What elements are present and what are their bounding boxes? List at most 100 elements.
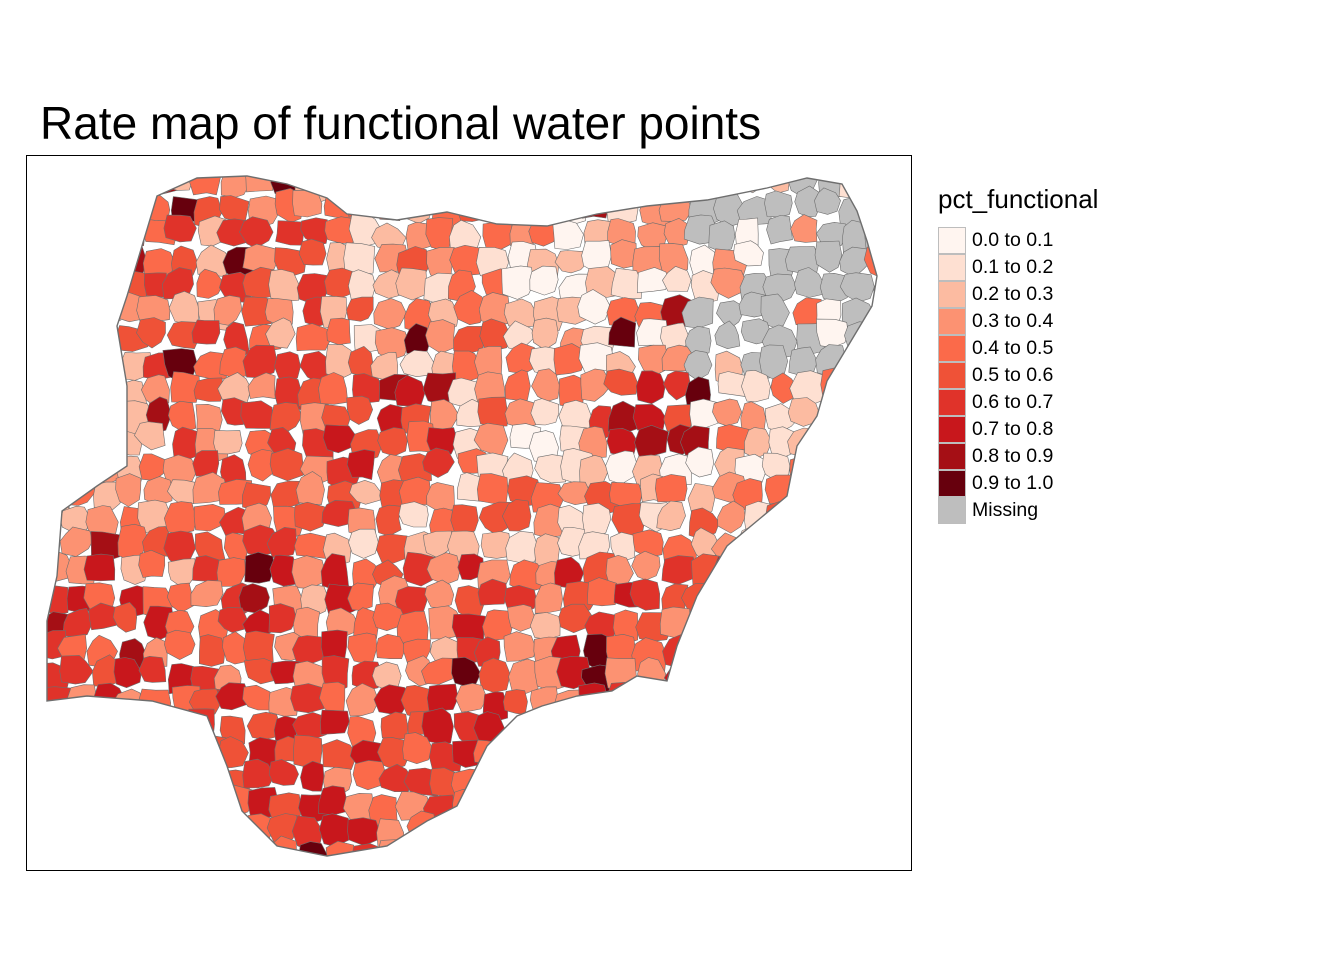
- legend-item: 0.4 to 0.5: [938, 335, 1098, 362]
- district-polygon: [220, 176, 252, 198]
- district-polygon: [634, 424, 669, 458]
- district-polygon: [136, 295, 171, 323]
- district-polygon: [242, 344, 278, 379]
- district-polygon: [422, 447, 455, 478]
- district-polygon: [654, 474, 688, 503]
- district-polygon: [764, 190, 793, 218]
- district-polygon: [266, 813, 299, 843]
- legend-title: pct_functional: [938, 184, 1099, 214]
- legend: pct_functional 0.0 to 0.1 0.1 to 0.2 0.2 t…: [938, 184, 1098, 524]
- legend-label: 0.1 to 0.2: [972, 256, 1054, 278]
- district-polygon: [325, 344, 359, 380]
- legend-item: 0.5 to 0.6: [938, 362, 1098, 389]
- district-polygon: [269, 448, 304, 482]
- district-polygon: [268, 603, 297, 634]
- district-polygon: [113, 657, 142, 689]
- district-polygon: [450, 504, 479, 536]
- district-polygon: [658, 243, 689, 276]
- district-polygon: [714, 320, 741, 350]
- legend-item: Missing: [938, 497, 1098, 524]
- legend-swatch: [938, 497, 966, 524]
- district-polygon: [294, 532, 328, 559]
- district-polygon: [247, 372, 276, 399]
- legend-item: 0.1 to 0.2: [938, 254, 1098, 281]
- district-polygon: [608, 316, 637, 348]
- district-polygon: [346, 449, 376, 480]
- district-polygon: [198, 634, 226, 667]
- district-polygon: [295, 471, 325, 505]
- district-polygon: [403, 323, 431, 354]
- district-polygon: [741, 369, 771, 403]
- district-polygon: [59, 526, 93, 557]
- district-polygon: [266, 526, 297, 558]
- district-polygon: [603, 368, 639, 396]
- district-polygon: [816, 221, 849, 248]
- district-polygon: [479, 318, 512, 353]
- district-polygon: [192, 450, 220, 477]
- district-polygon: [244, 551, 275, 584]
- district-polygon: [839, 246, 872, 278]
- district-polygon: [138, 549, 166, 578]
- district-polygon: [839, 272, 875, 303]
- district-polygon: [578, 426, 608, 459]
- legend-label: 0.6 to 0.7: [972, 391, 1054, 413]
- district-polygon: [213, 295, 243, 326]
- district-polygon: [319, 681, 346, 718]
- district-polygon: [377, 737, 411, 770]
- district-polygon: [503, 631, 536, 662]
- legend-swatch: [938, 254, 966, 281]
- district-polygon: [681, 296, 714, 329]
- district-polygon: [166, 321, 201, 350]
- legend-label: 0.0 to 0.1: [972, 229, 1054, 251]
- district-polygon: [47, 585, 70, 616]
- district-polygon: [373, 298, 407, 330]
- district-polygon: [242, 482, 272, 511]
- district-polygon: [453, 290, 487, 326]
- legend-item: 0.8 to 0.9: [938, 443, 1098, 470]
- district-polygon: [632, 529, 664, 559]
- district-polygon: [426, 683, 459, 713]
- district-polygon: [138, 453, 171, 481]
- district-polygon: [317, 785, 348, 816]
- district-polygon: [62, 607, 94, 637]
- district-polygon: [163, 214, 197, 243]
- district-polygon: [219, 346, 247, 378]
- district-polygon: [348, 528, 379, 559]
- district-polygon: [629, 578, 661, 611]
- legend-label: 0.8 to 0.9: [972, 445, 1054, 467]
- legend-item: 0.6 to 0.7: [938, 389, 1098, 416]
- legend-swatch: [938, 389, 966, 416]
- district-polygon: [582, 502, 612, 537]
- legend-label: 0.9 to 1.0: [972, 472, 1054, 494]
- district-polygon: [531, 368, 561, 402]
- district-polygon: [189, 176, 223, 196]
- district-polygon: [375, 633, 406, 660]
- district-polygon: [320, 709, 350, 735]
- district-polygon: [580, 368, 613, 402]
- district-polygon: [345, 683, 380, 717]
- district-polygon: [373, 684, 410, 715]
- district-polygon: [134, 421, 166, 451]
- district-polygon: [476, 473, 509, 504]
- district-polygon: [291, 555, 326, 589]
- district-polygon: [635, 370, 666, 405]
- district-polygon: [374, 327, 410, 361]
- district-polygon: [477, 396, 508, 427]
- district-polygon: [761, 452, 791, 482]
- district-polygon: [605, 450, 638, 485]
- legend-label: Missing: [972, 499, 1039, 521]
- district-polygon: [683, 350, 713, 381]
- district-polygon: [528, 346, 561, 376]
- district-polygon: [426, 427, 458, 456]
- district-polygon: [502, 320, 537, 351]
- district-polygon: [349, 479, 382, 505]
- legend-swatch: [938, 362, 966, 389]
- district-polygon: [421, 707, 454, 744]
- district-polygon: [504, 369, 531, 401]
- district-polygon: [687, 483, 718, 518]
- legend-item: 0.9 to 1.0: [938, 470, 1098, 497]
- legend-swatch: [938, 227, 966, 254]
- district-polygon: [477, 578, 508, 606]
- district-polygon: [191, 319, 221, 345]
- district-polygon: [242, 758, 276, 789]
